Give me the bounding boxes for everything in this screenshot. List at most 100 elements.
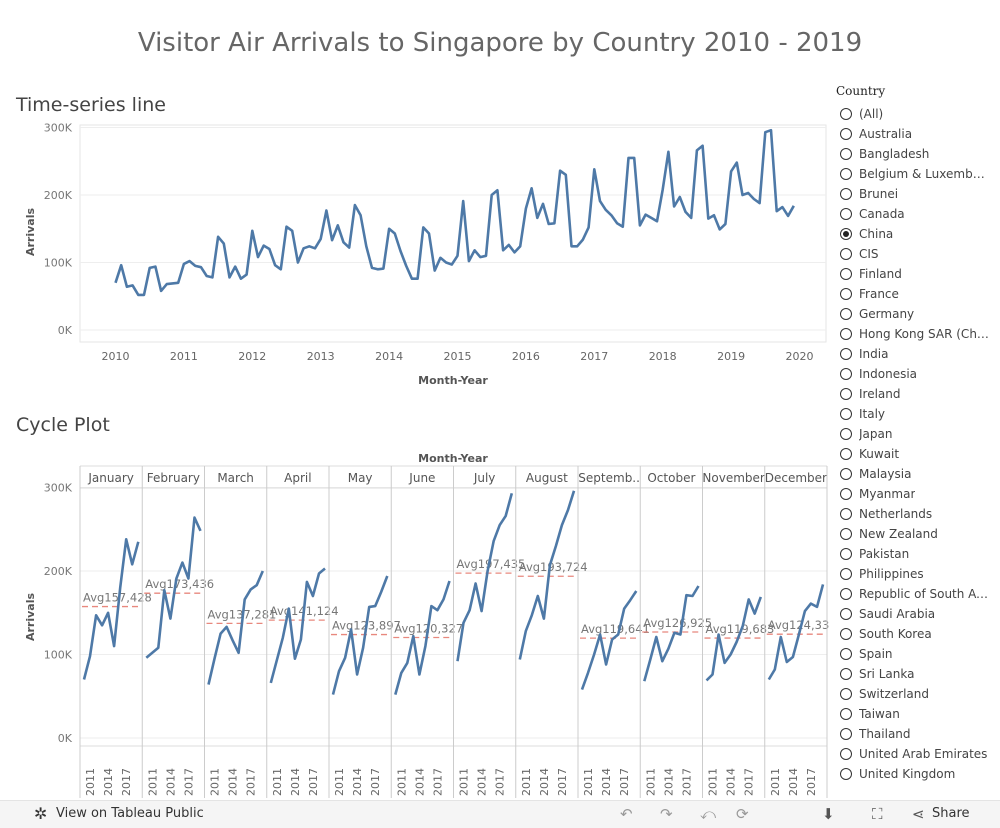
country-option-label: Finland xyxy=(859,267,902,281)
radio-button-icon[interactable] xyxy=(840,268,852,280)
share-button[interactable]: Share xyxy=(932,806,970,821)
country-option[interactable]: Japan xyxy=(836,424,1000,444)
cycle-y-tick-label: 0K xyxy=(58,732,73,745)
country-option[interactable]: CIS xyxy=(836,244,1000,264)
country-option[interactable]: Thailand xyxy=(836,724,1000,744)
country-option[interactable]: South Korea xyxy=(836,624,1000,644)
country-option-label: Thailand xyxy=(859,727,911,741)
radio-button-icon[interactable] xyxy=(840,148,852,160)
radio-button-icon[interactable] xyxy=(840,308,852,320)
country-option-label: Switzerland xyxy=(859,687,929,701)
share-icon[interactable]: ⋖ xyxy=(912,805,925,823)
radio-button-icon[interactable] xyxy=(840,288,852,300)
cycle-line-7 xyxy=(456,492,514,662)
timeseries-y-tick-label: 200K xyxy=(44,189,73,202)
cycle-month-header: March xyxy=(217,471,254,485)
cycle-x-tick-label: 2011 xyxy=(644,768,657,796)
radio-button-icon[interactable] xyxy=(840,188,852,200)
radio-button-icon[interactable] xyxy=(840,428,852,440)
country-option[interactable]: Spain xyxy=(836,644,1000,664)
radio-button-icon[interactable] xyxy=(840,728,852,740)
country-option[interactable]: China xyxy=(836,224,1000,244)
radio-button-icon[interactable] xyxy=(840,368,852,380)
country-option[interactable]: Indonesia xyxy=(836,364,1000,384)
radio-button-icon[interactable] xyxy=(840,468,852,480)
country-option[interactable]: (All) xyxy=(836,104,1000,124)
redo-icon[interactable]: ↷ xyxy=(660,805,673,823)
country-option[interactable]: Australia xyxy=(836,124,1000,144)
radio-button-icon[interactable] xyxy=(840,488,852,500)
radio-button-icon[interactable] xyxy=(840,708,852,720)
radio-button-icon[interactable] xyxy=(840,248,852,260)
country-option[interactable]: Taiwan xyxy=(836,704,1000,724)
country-option[interactable]: France xyxy=(836,284,1000,304)
cycle-x-axis-title: Month-Year xyxy=(418,452,488,465)
radio-button-icon[interactable] xyxy=(840,568,852,580)
undo-icon[interactable]: ↶ xyxy=(620,805,633,823)
country-option[interactable]: Pakistan xyxy=(836,544,1000,564)
radio-button-icon[interactable] xyxy=(840,208,852,220)
country-option[interactable]: Myanmar xyxy=(836,484,1000,504)
cycle-y-axis-title: Arrivals xyxy=(24,593,37,641)
country-option[interactable]: United Arab Emirates xyxy=(836,744,1000,764)
radio-button-icon[interactable] xyxy=(840,588,852,600)
country-option[interactable]: Finland xyxy=(836,264,1000,284)
view-on-tableau-link[interactable]: View on Tableau Public xyxy=(56,806,204,821)
country-option[interactable]: Bangladesh xyxy=(836,144,1000,164)
radio-button-icon[interactable] xyxy=(840,228,852,240)
country-option[interactable]: Brunei xyxy=(836,184,1000,204)
radio-button-icon[interactable] xyxy=(840,668,852,680)
radio-button-icon[interactable] xyxy=(840,448,852,460)
radio-button-icon[interactable] xyxy=(840,128,852,140)
timeseries-y-tick-label: 100K xyxy=(44,257,73,270)
radio-button-icon[interactable] xyxy=(840,408,852,420)
radio-button-icon[interactable] xyxy=(840,348,852,360)
timeseries-x-tick-label: 2013 xyxy=(307,350,335,363)
country-option[interactable]: Belgium & Luxembou... xyxy=(836,164,1000,184)
radio-button-icon[interactable] xyxy=(840,108,852,120)
country-option[interactable]: New Zealand xyxy=(836,524,1000,544)
country-option[interactable]: India xyxy=(836,344,1000,364)
country-option-label: United Arab Emirates xyxy=(859,747,988,761)
cycle-x-tick-label: 2017 xyxy=(680,768,693,796)
radio-button-icon[interactable] xyxy=(840,768,852,780)
country-option[interactable]: Ireland xyxy=(836,384,1000,404)
download-icon[interactable]: ⬇ xyxy=(822,805,835,823)
cycle-month-header: August xyxy=(526,471,568,485)
radio-button-icon[interactable] xyxy=(840,528,852,540)
radio-button-icon[interactable] xyxy=(840,608,852,620)
country-option[interactable]: Germany xyxy=(836,304,1000,324)
radio-button-icon[interactable] xyxy=(840,508,852,520)
cycle-x-tick-label: 2014 xyxy=(662,768,675,796)
cycle-x-tick-label: 2011 xyxy=(458,768,471,796)
country-option[interactable]: Saudi Arabia xyxy=(836,604,1000,624)
radio-button-icon[interactable] xyxy=(840,628,852,640)
country-option[interactable]: Sri Lanka xyxy=(836,664,1000,684)
country-option[interactable]: United Kingdom xyxy=(836,764,1000,784)
revert-icon[interactable]: ⤺ xyxy=(700,805,717,823)
radio-button-icon[interactable] xyxy=(840,548,852,560)
country-option[interactable]: Republic of South Af... xyxy=(836,584,1000,604)
cycle-x-tick-label: 2017 xyxy=(120,768,133,796)
radio-button-icon[interactable] xyxy=(840,168,852,180)
cycle-month-header: October xyxy=(647,471,695,485)
radio-button-icon[interactable] xyxy=(840,388,852,400)
country-option[interactable]: Malaysia xyxy=(836,464,1000,484)
country-option-label: Japan xyxy=(859,427,893,441)
radio-button-icon[interactable] xyxy=(840,648,852,660)
country-option[interactable]: Italy xyxy=(836,404,1000,424)
country-option[interactable]: Hong Kong SAR (Chin... xyxy=(836,324,1000,344)
country-option-label: Hong Kong SAR (Chin... xyxy=(859,327,989,341)
radio-button-icon[interactable] xyxy=(840,688,852,700)
cycle-x-tick-label: 2014 xyxy=(600,768,613,796)
radio-button-icon[interactable] xyxy=(840,748,852,760)
fullscreen-icon[interactable]: ⛶ xyxy=(872,805,883,823)
country-option[interactable]: Kuwait xyxy=(836,444,1000,464)
refresh-icon[interactable]: ⟳ xyxy=(736,805,749,823)
country-option[interactable]: Switzerland xyxy=(836,684,1000,704)
cycle-x-tick-label: 2011 xyxy=(146,768,159,796)
country-option[interactable]: Netherlands xyxy=(836,504,1000,524)
radio-button-icon[interactable] xyxy=(840,328,852,340)
country-option[interactable]: Philippines xyxy=(836,564,1000,584)
country-option[interactable]: Canada xyxy=(836,204,1000,224)
